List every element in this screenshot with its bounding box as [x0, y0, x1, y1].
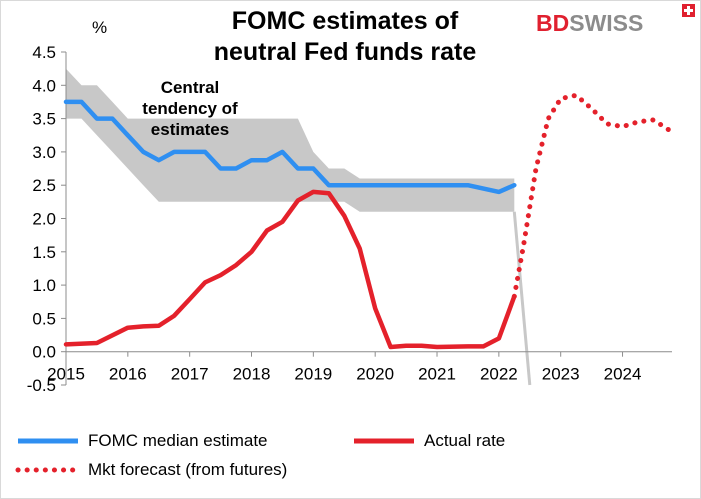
chart-title-line-2: neutral Fed funds rate — [213, 38, 477, 66]
y-tick-label: 0.5 — [32, 309, 56, 328]
central-tendency-band — [66, 68, 515, 212]
series-line-mkt-forecast — [511, 92, 672, 299]
chart-title: FOMC estimates of neutral Fed funds rate — [180, 6, 510, 68]
y-tick-label: 1.0 — [32, 276, 56, 295]
chart-title-line-1: FOMC estimates of — [231, 7, 459, 35]
x-tick-label: 2019 — [294, 365, 332, 384]
x-tick-label: 2024 — [604, 365, 642, 384]
x-tick-label: 2020 — [356, 365, 394, 384]
band-annotation: Central tendency of estimates — [120, 77, 260, 140]
y-tick-label: 2.5 — [32, 176, 56, 195]
y-tick-label: 1.5 — [32, 243, 56, 262]
x-tick-label: 2015 — [47, 365, 85, 384]
x-tick-label: 2021 — [418, 365, 456, 384]
y-tick-label: -0.5 — [27, 376, 56, 395]
y-tick-label: 2.0 — [32, 210, 56, 229]
y-tick-label: 4.0 — [32, 76, 56, 95]
legend-label-actual: Actual rate — [424, 431, 506, 450]
bdswiss-logo: BDSWISS — [536, 4, 695, 36]
band-annotation-line-2: tendency of — [142, 99, 238, 118]
legend-label-median: FOMC median estimate — [88, 431, 268, 450]
y-tick-label: 3.0 — [32, 143, 56, 162]
y-tick-label: 3.5 — [32, 110, 56, 129]
legend-label-forecast: Mkt forecast (from futures) — [88, 460, 288, 479]
x-tick-label: 2017 — [171, 365, 209, 384]
band-annotation-line-3: estimates — [150, 120, 230, 139]
y-axis-unit-label: % — [92, 18, 108, 37]
series-line-actual-rate — [63, 189, 517, 350]
logo-swiss-text: SWISS — [569, 10, 644, 36]
logo-bd-text: BD — [536, 10, 570, 36]
x-tick-label: 2023 — [542, 365, 580, 384]
x-tick-label: 2018 — [233, 365, 271, 384]
x-tick-label: 2022 — [480, 365, 518, 384]
swiss-cross-icon — [682, 4, 695, 17]
y-tick-label: 4.5 — [32, 43, 56, 62]
y-tick-label: 0.0 — [32, 343, 56, 362]
band-annotation-line-1: Central — [160, 78, 220, 97]
band-drop-line — [512, 211, 532, 386]
x-tick-label: 2016 — [109, 365, 147, 384]
series-line-fomc-median — [63, 99, 517, 195]
